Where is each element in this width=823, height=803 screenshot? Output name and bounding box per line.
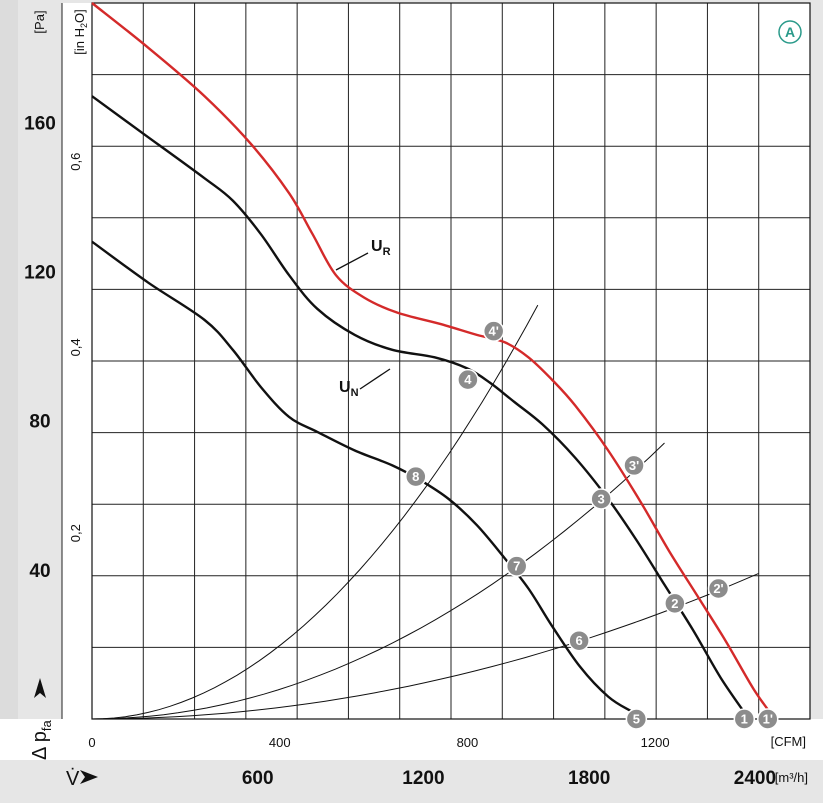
operating-point-label: 8 xyxy=(412,469,419,484)
inh2o-tick-label: 0,2 xyxy=(68,524,83,542)
system-curve-sys-6 xyxy=(91,573,759,720)
m3h-tick-label: 1800 xyxy=(568,768,610,789)
pa-tick-label: 40 xyxy=(29,561,50,582)
axis-ticks: 40 80 120 160 0,2 0,4 0,6 0 400 800 1200 600 1200 180… xyxy=(24,113,776,789)
operating-point-label: 2' xyxy=(713,581,723,596)
ur-leader-line xyxy=(335,252,369,271)
m3h-unit-label: [m³/h] xyxy=(775,770,808,785)
cfm-tick-label: 800 xyxy=(457,735,479,750)
operating-point-label: 5 xyxy=(633,712,640,727)
y-axis-arrow-icon xyxy=(34,678,46,698)
left-band xyxy=(0,0,18,760)
operating-point-4': 4' xyxy=(482,320,505,342)
fan-curve-UN_high xyxy=(91,95,750,720)
curve-badge-label: A xyxy=(785,24,795,40)
operating-point-label: 4 xyxy=(464,372,472,387)
operating-point-7: 7 xyxy=(505,555,528,577)
system-curve-sys-8 xyxy=(91,304,539,720)
operating-point-label: 7 xyxy=(513,559,520,574)
plot-frame xyxy=(91,2,811,720)
grid xyxy=(61,2,811,720)
operating-point-label: 1 xyxy=(741,712,748,727)
m3h-tick-label: 600 xyxy=(242,768,274,789)
operating-point-marker xyxy=(505,555,528,577)
operating-point-label: 1' xyxy=(763,712,773,727)
operating-point-3: 3 xyxy=(590,488,612,510)
cfm-tick-label: 400 xyxy=(269,735,291,750)
x-axis-arrow-icon xyxy=(80,770,98,784)
cfm-tick-label: 0 xyxy=(88,735,95,750)
system-curves xyxy=(91,304,759,720)
inh2o-tick-label: 0,4 xyxy=(68,338,83,356)
operating-point-marker xyxy=(623,454,645,477)
operating-point-label: 6 xyxy=(575,633,582,648)
inner-axis-column xyxy=(62,3,92,719)
operating-point-label: 4' xyxy=(489,324,499,339)
operating-point-marker xyxy=(757,708,779,730)
operating-point-marker xyxy=(707,577,730,600)
operating-point-8: 8 xyxy=(405,465,427,488)
operating-point-marker xyxy=(733,708,756,730)
y-axis-title-text: Δ pfa xyxy=(29,719,54,760)
operating-point-label: 3' xyxy=(629,458,639,473)
cfm-unit-label: [CFM] xyxy=(771,734,806,749)
pa-tick-label: 80 xyxy=(29,412,50,433)
y-axis-title: Δ pfa xyxy=(29,678,54,760)
operating-point-marker xyxy=(590,488,612,510)
operating-point-label: 3 xyxy=(598,491,605,506)
operating-point-4: 4 xyxy=(457,368,479,391)
pa-unit-label: [Pa] xyxy=(32,10,47,33)
ur-label: UR xyxy=(371,238,391,258)
operating-point-1': 1' xyxy=(757,708,779,730)
un-leader-line xyxy=(359,368,391,390)
operating-point-1: 1 xyxy=(733,708,756,730)
operating-points: 1' 1 5 2' 2 6 3' 3 7 4' 4 8 xyxy=(405,320,779,730)
x-axis-title: V̇ xyxy=(66,768,80,790)
operating-point-marker xyxy=(664,592,686,615)
operating-point-2: 2 xyxy=(664,592,686,615)
operating-point-2': 2' xyxy=(707,577,730,600)
curve-badge-circle xyxy=(778,20,802,44)
pa-tick-label: 160 xyxy=(24,113,56,134)
operating-point-5: 5 xyxy=(625,708,648,730)
operating-point-label: 2 xyxy=(671,596,678,611)
operating-point-marker xyxy=(457,368,479,391)
cfm-strip xyxy=(0,719,823,760)
cfm-tick-label: 1200 xyxy=(641,735,670,750)
pa-tick-label: 120 xyxy=(24,263,56,284)
operating-point-3': 3' xyxy=(623,454,645,477)
m3h-tick-label: 1200 xyxy=(402,768,444,789)
operating-point-marker xyxy=(568,629,590,652)
inh2o-tick-label: 0,6 xyxy=(68,153,83,171)
operating-point-marker xyxy=(625,708,648,730)
operating-point-marker xyxy=(482,320,505,342)
m3h-tick-label: 2400 xyxy=(734,768,776,789)
inh2o-unit-label: [in H2O] xyxy=(72,9,89,54)
system-curve-sys-7 xyxy=(91,442,665,720)
operating-point-marker xyxy=(405,465,427,488)
un-label: UN xyxy=(339,379,359,399)
operating-point-6: 6 xyxy=(568,629,590,652)
